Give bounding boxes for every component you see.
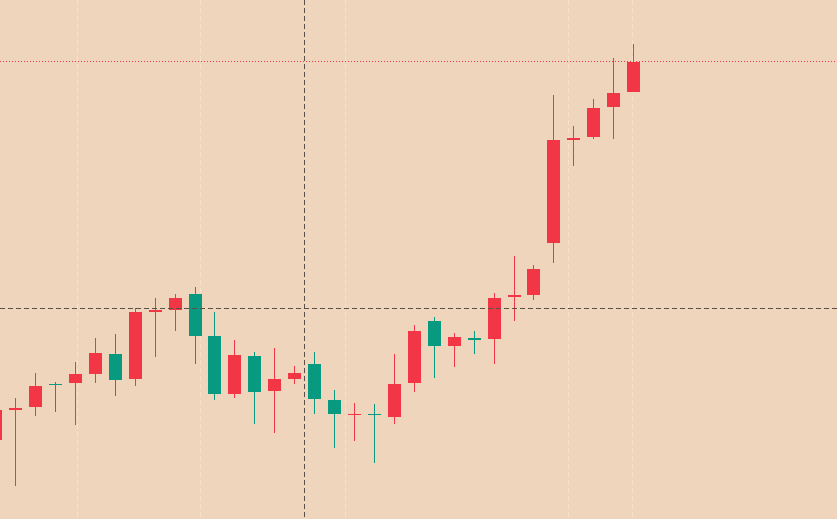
- candle-body: [189, 294, 202, 336]
- candle-body: [248, 356, 261, 392]
- candle-body: [29, 386, 42, 407]
- candle-body: [109, 354, 122, 380]
- candle-body: [149, 310, 162, 312]
- candle-body: [547, 140, 560, 243]
- candle-body: [368, 414, 381, 415]
- candle-body: [448, 337, 461, 346]
- candle-body: [607, 93, 620, 107]
- candle-body: [208, 336, 221, 394]
- candles: [0, 44, 640, 486]
- candle-body: [348, 414, 361, 415]
- candle-body: [328, 400, 341, 414]
- candle-body: [567, 138, 580, 140]
- candle-body: [468, 338, 481, 340]
- candle-body: [268, 379, 281, 391]
- candle-body: [129, 312, 142, 379]
- candle-body: [428, 321, 441, 346]
- candle-body: [408, 331, 421, 383]
- candle-body: [288, 373, 301, 379]
- candle-body: [49, 384, 62, 385]
- candle-body: [69, 374, 82, 383]
- candle-body: [508, 295, 521, 297]
- candle-body: [587, 108, 600, 137]
- candle-body: [627, 62, 640, 92]
- vertical-grid: [77, 0, 633, 519]
- candle-body: [89, 353, 102, 374]
- candle-body: [0, 410, 2, 440]
- candle-body: [308, 364, 321, 399]
- candle-body: [527, 269, 540, 295]
- candle-body: [388, 384, 401, 417]
- candle-body: [488, 298, 501, 339]
- candle-body: [169, 298, 182, 310]
- candle-body: [228, 355, 241, 394]
- candle-body: [9, 408, 22, 410]
